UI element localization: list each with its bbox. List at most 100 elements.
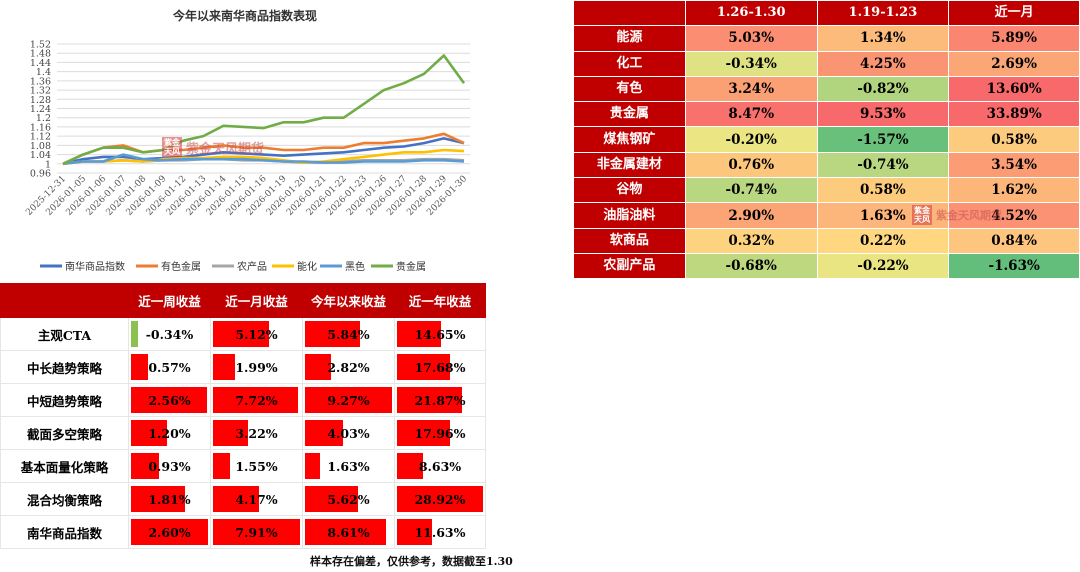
heatmap-cell: 3.24%: [684, 75, 818, 103]
strategy-row: 截面多空策略 1.20% 3.22% 4.03% 17.96%: [0, 416, 486, 450]
heatmap-cell: -0.22%: [816, 252, 950, 280]
heatmap-cell: -0.82%: [816, 75, 950, 103]
heatmap-cell: 0.76%: [684, 151, 818, 179]
heatmap-cell: 0.84%: [948, 227, 1080, 254]
value-bar: [305, 453, 321, 479]
x-axis-ticks: 2025-12-312026-01-052026-01-062026-01-07…: [24, 174, 469, 218]
commodity-index-line-chart: 今年以来南华商品指数表现 0.9611.041.081.121.161.21.2…: [24, 8, 470, 273]
heatmap-cell: 1.34%: [816, 25, 950, 52]
value-label: 5.84%: [327, 326, 370, 342]
strategy-name: 截面多空策略: [0, 416, 129, 450]
watermark-text: 紫金天风期货: [936, 209, 1002, 222]
value-label: 4.03%: [327, 425, 370, 441]
heatmap-cell: 13.60%: [948, 75, 1080, 103]
value-label: 1.63%: [327, 458, 370, 474]
value-label: 14.65%: [414, 326, 466, 342]
strategy-row: 混合均衡策略 1.81% 4.17% 5.62% 28.92%: [0, 482, 486, 516]
y-tick-label: 1.12: [30, 132, 51, 143]
value-label: 8.61%: [327, 524, 370, 540]
value-label: 2.60%: [148, 524, 191, 540]
y-tick-label: 1.44: [30, 58, 51, 69]
heatmap-cell: 5.89%: [948, 25, 1080, 52]
chart-legend: 南华商品指数 有色金属 农产品 能化 黑色 贵金属: [40, 260, 426, 273]
series-line-能化: [62, 148, 465, 166]
heatmap-row: 煤焦钢矿 -0.20% -1.57% 0.58%: [573, 126, 1080, 153]
heatmap-column-header: 近一月: [948, 0, 1080, 27]
strategy-value-cell: 0.93%: [128, 449, 211, 483]
value-bar: [131, 519, 208, 545]
series-line-黑色: [62, 153, 465, 166]
strategy-row: 主观CTA -0.34% 5.12% 5.84% 14.65%: [0, 317, 486, 351]
heatmap-column-header: 1.19-1.23: [816, 0, 950, 27]
heatmap-row: 非金属建材 0.76% -0.74% 3.54%: [573, 151, 1080, 179]
series-line-贵金属: [62, 54, 466, 165]
strategy-value-cell: 4.03%: [302, 416, 395, 450]
value-bar: [305, 387, 392, 413]
heatmap-row: 有色 3.24% -0.82% 13.60%: [573, 75, 1080, 103]
value-label: 0.93%: [148, 458, 191, 474]
strategy-value-cell: 0.57%: [128, 350, 211, 384]
value-bar: [397, 453, 423, 479]
value-bar: [213, 486, 259, 512]
strategy-name: 中短趋势策略: [0, 383, 129, 417]
value-label: 9.27%: [327, 392, 370, 408]
series-line-有色金属: [62, 132, 465, 165]
y-axis-ticks: 0.9611.041.081.121.161.21.241.281.321.36…: [30, 40, 51, 180]
value-bar: [131, 486, 185, 512]
strategy-value-cell: 14.65%: [394, 317, 486, 351]
value-bar: [213, 321, 270, 347]
heatmap-cell: 3.54%: [948, 151, 1080, 179]
strategy-row: 中长趋势策略 0.57% 1.99% 2.82% 17.68%: [0, 350, 486, 384]
value-bar: [397, 519, 432, 545]
strategy-name: 南华商品指数: [0, 515, 129, 549]
strategy-value-cell: 17.68%: [394, 350, 486, 384]
strategy-value-cell: 8.61%: [302, 515, 395, 549]
value-bar: [213, 453, 231, 479]
legend-item: 有色金属: [161, 260, 201, 273]
value-label: 5.12%: [235, 326, 278, 342]
heatmap-cell: -1.63%: [948, 252, 1080, 280]
strategy-value-cell: 2.56%: [128, 383, 211, 417]
watermark-logo: 紫金天风 紫金天风期货: [162, 137, 264, 157]
watermark-logo-2: 紫金天风 紫金天风期货: [912, 205, 1002, 225]
heatmap-cell: 9.53%: [816, 101, 950, 128]
value-bar: [305, 321, 360, 347]
legend-item: 黑色: [345, 260, 365, 273]
heatmap-row: 农副产品 -0.68% -0.22% -1.63%: [573, 252, 1080, 280]
heatmap-cell: 33.89%: [948, 101, 1080, 128]
strategy-value-cell: 11.63%: [394, 515, 486, 549]
value-label: 8.63%: [418, 458, 462, 474]
heatmap-column-header: [573, 0, 686, 27]
watermark-seal-icon: 紫金天风: [162, 137, 182, 157]
strategy-value-cell: 4.17%: [210, 482, 303, 516]
heatmap-row-label: 农副产品: [573, 252, 686, 280]
heatmap-cell: 8.47%: [684, 101, 818, 128]
strategy-name: 主观CTA: [0, 317, 129, 351]
heatmap-cell: 2.69%: [948, 50, 1080, 77]
y-tick-label: 1: [45, 159, 51, 170]
heatmap-cell: -0.20%: [684, 126, 818, 153]
heatmap-row: 谷物 -0.74% 0.58% 1.62%: [573, 177, 1080, 204]
value-label: 21.87%: [414, 392, 466, 408]
legend-item: 能化: [297, 260, 317, 273]
y-tick-label: 1.48: [30, 49, 51, 60]
value-label: -0.34%: [145, 326, 194, 342]
strategy-value-cell: 1.55%: [210, 449, 303, 483]
heatmap-column-header: 1.26-1.30: [684, 0, 818, 27]
heatmap-row: 能源 5.03% 1.34% 5.89%: [573, 25, 1080, 52]
value-bar: [213, 354, 235, 380]
strategy-row: 南华商品指数 2.60% 7.91% 8.61% 11.63%: [0, 515, 486, 549]
heatmap-cell: -0.34%: [684, 50, 818, 77]
value-bar: [213, 420, 249, 446]
heatmap-cell: 4.52%: [948, 202, 1080, 229]
strategy-row: 中短趋势策略 2.56% 7.72% 9.27% 21.87%: [0, 383, 486, 417]
strategy-value-cell: 1.99%: [210, 350, 303, 384]
value-label: 1.20%: [148, 425, 191, 441]
strategy-header-row: 近一周收益 近一月收益 今年以来收益 近一年收益: [0, 283, 486, 318]
value-bar: [213, 387, 298, 413]
y-tick-label: 1.04: [30, 150, 51, 161]
heatmap-cell: 4.25%: [816, 50, 950, 77]
heatmap-row-label: 软商品: [573, 227, 686, 254]
y-tick-label: 1.4: [36, 67, 51, 78]
y-tick-label: 1.36: [30, 76, 51, 87]
